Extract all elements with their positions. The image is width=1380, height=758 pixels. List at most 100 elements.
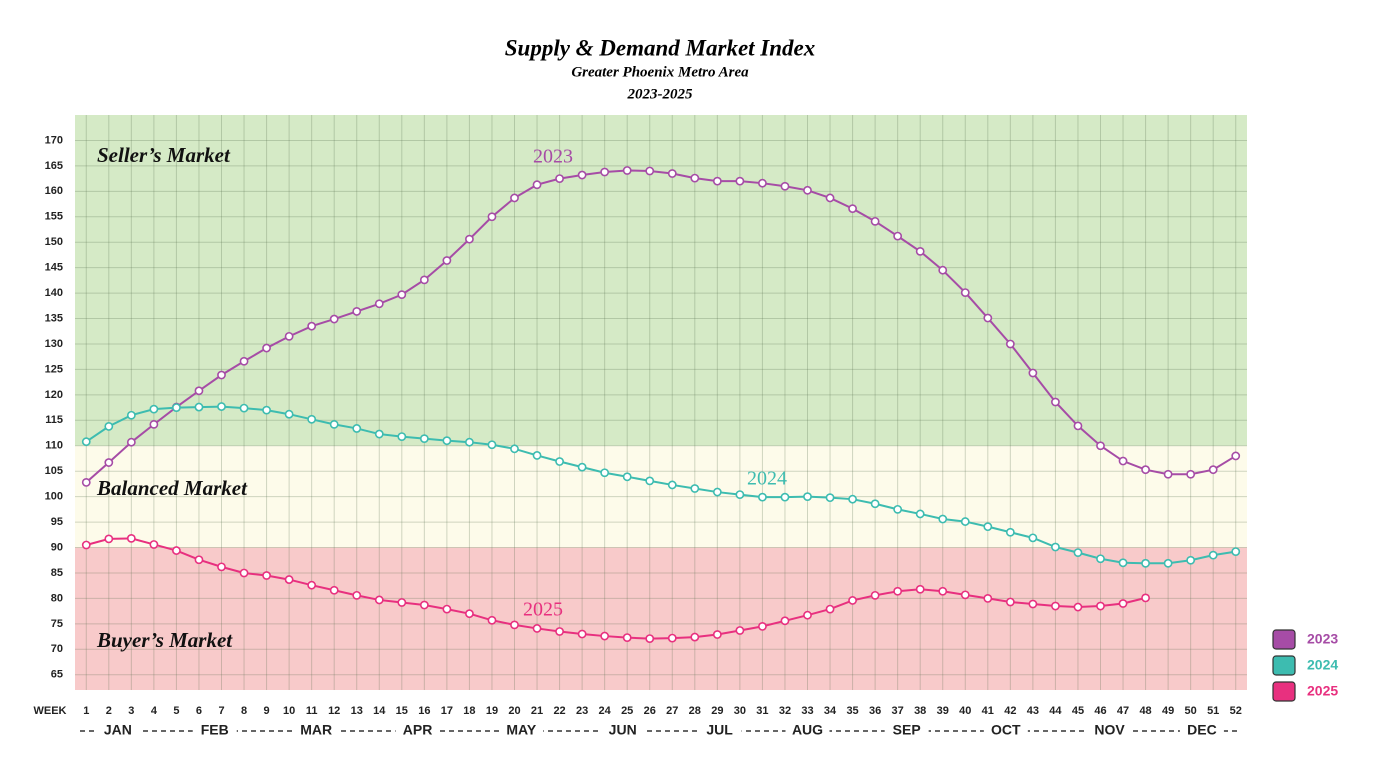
x-tick-label: 2 (106, 705, 112, 717)
data-point (104, 422, 114, 431)
chart-subtitle: 2023-2025 (627, 86, 693, 102)
data-point (1141, 465, 1150, 475)
zone-label: Buyer’s Market (96, 628, 233, 652)
data-point (81, 477, 91, 487)
data-point (510, 444, 519, 454)
x-tick-label: 24 (599, 705, 612, 717)
data-point (194, 402, 204, 412)
x-tick-label: 20 (508, 705, 520, 717)
month-label: FEB (201, 722, 229, 738)
data-point (938, 514, 948, 524)
data-point (1028, 533, 1038, 543)
data-point (758, 621, 767, 631)
data-point (284, 575, 294, 584)
chart-title: Supply & Demand Market Index (505, 35, 816, 60)
data-point (217, 562, 226, 572)
legend-swatch (1272, 681, 1296, 702)
data-point (194, 386, 204, 396)
data-point (1073, 421, 1083, 431)
data-point (284, 409, 294, 419)
x-tick-label: 45 (1072, 705, 1084, 717)
data-point (307, 414, 317, 424)
month-label: MAR (300, 722, 332, 738)
x-tick-label: 46 (1094, 705, 1106, 717)
data-point (667, 633, 677, 643)
data-point (825, 493, 835, 503)
data-point (262, 571, 271, 580)
data-point (1051, 601, 1060, 611)
y-tick-label: 80 (51, 592, 63, 604)
data-point (600, 167, 610, 177)
data-point (1118, 456, 1128, 466)
month-label: APR (403, 722, 433, 738)
x-tick-label: 6 (196, 705, 202, 717)
data-point (1005, 527, 1015, 537)
data-point (577, 629, 587, 639)
data-point (1096, 601, 1105, 611)
data-point (960, 517, 970, 526)
y-tick-label: 85 (51, 567, 63, 579)
data-point (374, 299, 384, 309)
y-tick-label: 155 (45, 211, 63, 223)
data-point (532, 180, 542, 190)
data-point (983, 594, 993, 603)
series-label: 2023 (533, 146, 573, 168)
x-tick-label: 43 (1027, 705, 1039, 717)
data-point (510, 193, 519, 203)
data-point (1005, 339, 1015, 349)
data-point (194, 555, 204, 565)
month-backdrop (294, 722, 339, 740)
zone-label: Balanced Market (96, 476, 248, 500)
y-tick-label: 95 (51, 516, 63, 528)
data-point (735, 490, 745, 500)
zone (75, 547, 1247, 690)
x-axis-label: WEEK (34, 705, 67, 717)
x-tick-label: 51 (1207, 705, 1219, 717)
x-tick-label: 22 (553, 705, 565, 717)
data-point (1186, 469, 1196, 479)
data-point (712, 176, 722, 186)
data-point (803, 185, 812, 195)
data-point (667, 480, 677, 490)
data-point (374, 429, 384, 439)
data-point (915, 246, 925, 256)
data-point (239, 568, 249, 578)
data-point (239, 403, 249, 413)
chart-subtitle: Greater Phoenix Metro Area (571, 64, 749, 80)
month-backdrop (499, 722, 544, 740)
y-tick-label: 65 (51, 669, 63, 681)
x-tick-label: 31 (756, 705, 768, 717)
data-point (149, 540, 159, 549)
data-point (352, 424, 362, 433)
month-backdrop (95, 722, 140, 740)
data-point (149, 404, 159, 414)
data-point (217, 402, 226, 411)
x-tick-label: 13 (351, 705, 363, 717)
data-point (848, 596, 857, 605)
data-point (262, 405, 271, 415)
x-tick-label: 30 (734, 705, 746, 717)
data-point (532, 451, 542, 460)
data-point (893, 231, 903, 241)
zone (75, 115, 1247, 446)
x-tick-label: 35 (846, 705, 858, 717)
data-point (1051, 542, 1060, 552)
data-point (352, 307, 362, 316)
y-tick-label: 100 (45, 491, 63, 503)
data-point (374, 595, 384, 605)
data-point (1051, 397, 1060, 407)
series-line (85, 405, 1236, 565)
x-tick-label: 44 (1049, 705, 1062, 717)
data-point (329, 585, 339, 595)
x-tick-label: 5 (173, 705, 179, 717)
x-tick-label: 12 (328, 705, 340, 717)
data-point (938, 586, 948, 596)
data-point (1096, 554, 1105, 564)
series-label: 2024 (747, 468, 787, 490)
data-point (1141, 558, 1150, 568)
month-label: AUG (792, 722, 823, 738)
data-point (780, 492, 790, 502)
data-point (1231, 547, 1241, 556)
data-point (645, 634, 655, 644)
data-point (1163, 558, 1173, 568)
